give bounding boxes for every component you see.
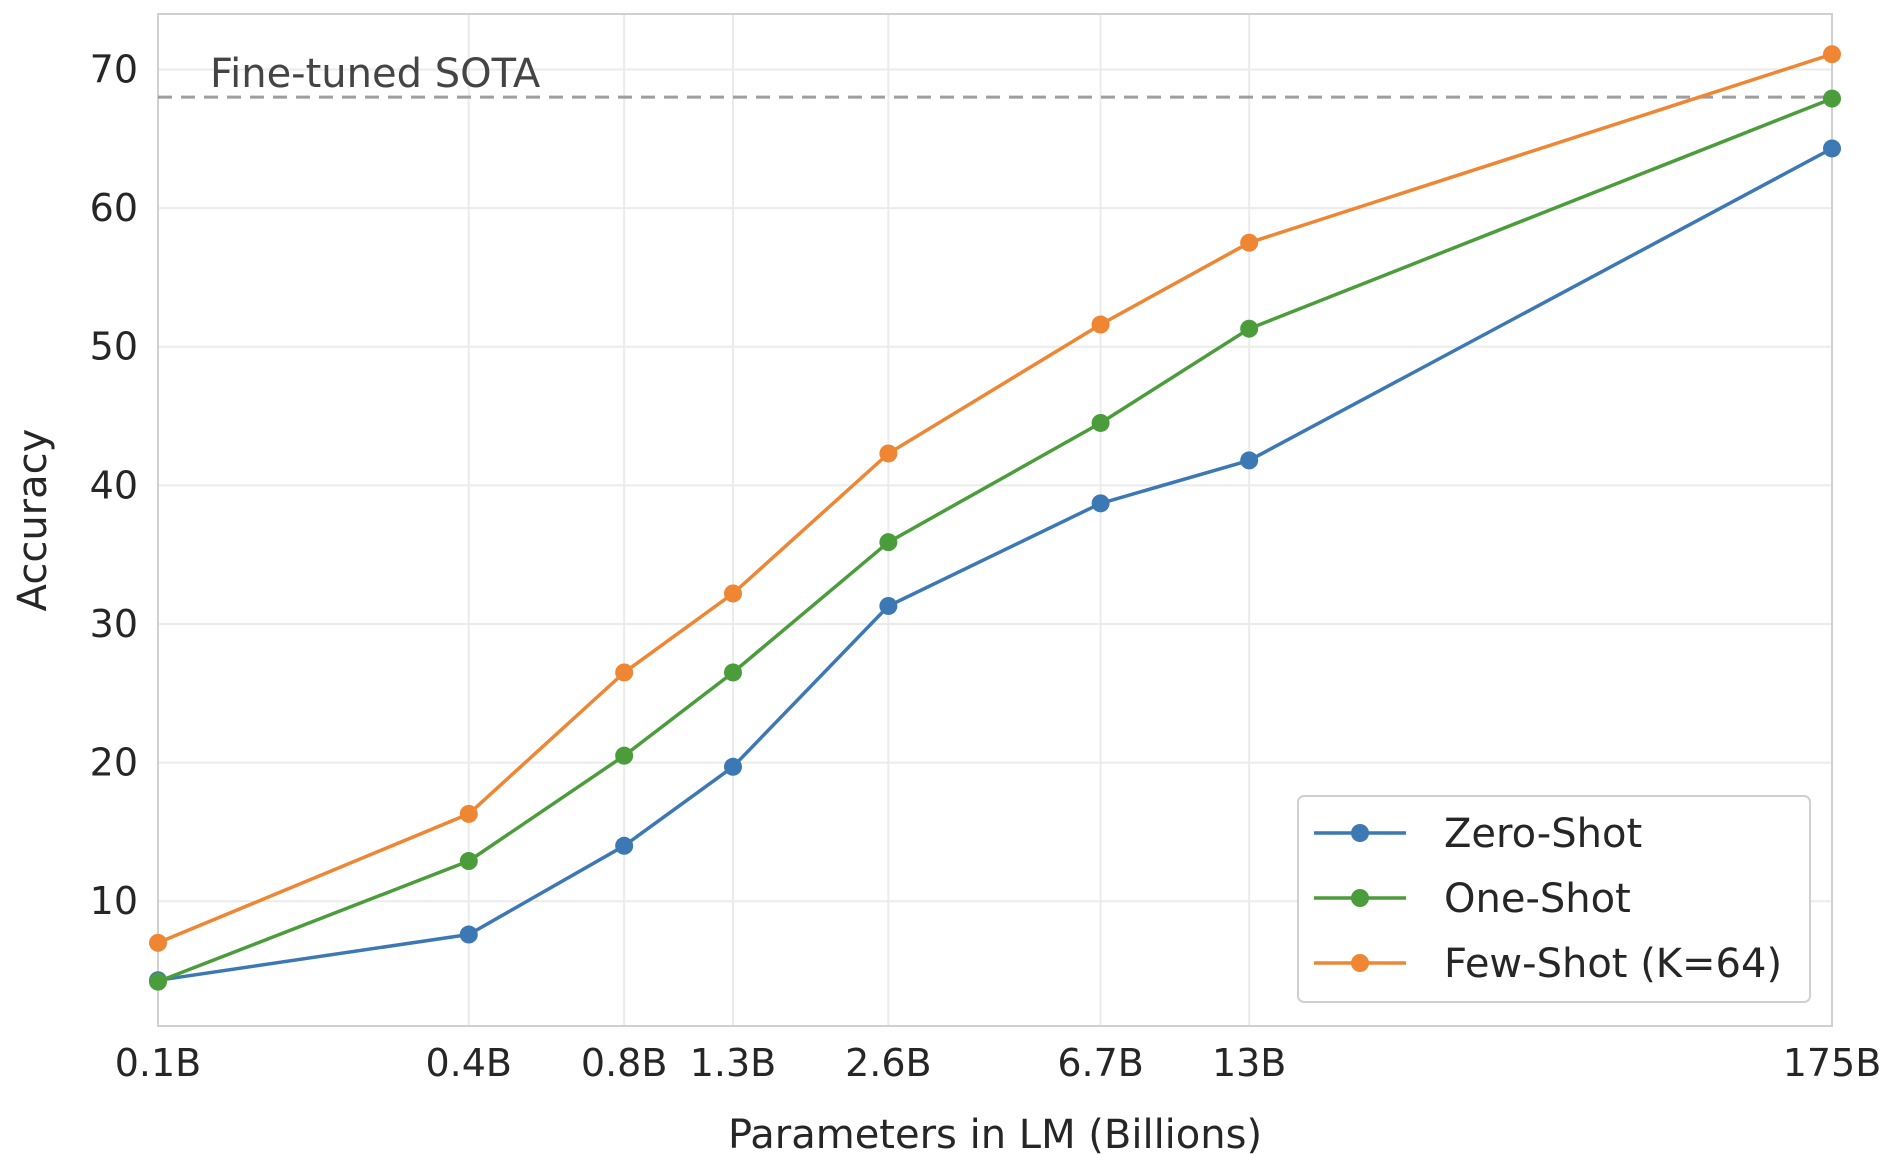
data-point: [723, 584, 742, 603]
y-tick-label: 50: [90, 325, 138, 369]
x-tick-label: 1.3B: [690, 1041, 777, 1085]
x-tick-label: 2.6B: [845, 1041, 932, 1085]
plot-frame: [157, 13, 1833, 1027]
reference-line-group: Fine-tuned SOTA: [158, 51, 1832, 99]
legend-label: Few-Shot (K=64): [1444, 941, 1782, 987]
x-axis-title: Parameters in LM (Billions): [728, 1112, 1262, 1155]
data-point: [1823, 139, 1841, 158]
data-point: [1240, 233, 1259, 252]
y-tick-label: 30: [90, 602, 138, 646]
y-tick-label: 70: [90, 47, 138, 91]
legend-box: [1297, 795, 1811, 1003]
x-tick-label: 6.7B: [1057, 1041, 1144, 1085]
data-point: [149, 972, 167, 991]
data-point: [459, 804, 478, 823]
data-point: [723, 757, 742, 776]
y-axis-title: Accuracy: [10, 429, 56, 612]
data-point: [149, 933, 167, 952]
legend-marker: [1351, 889, 1369, 907]
data-point: [615, 663, 634, 682]
x-tick-label: 0.1B: [115, 1041, 202, 1085]
series-few-shot-k-64: [149, 45, 1841, 952]
legend-marker: [1351, 824, 1369, 842]
series-line: [157, 52, 1833, 945]
series-line: [157, 146, 1833, 983]
data-point: [615, 836, 634, 855]
data-point: [879, 444, 898, 463]
series-group: [149, 45, 1841, 991]
legend-label: Zero-Shot: [1444, 811, 1642, 857]
y-tick-label: 10: [90, 879, 138, 923]
series-line: [157, 96, 1833, 984]
legend: Zero-Shot One-Shot Few-Shot (K=64): [1297, 795, 1811, 1003]
data-point: [459, 925, 478, 944]
x-tick-label: 13B: [1212, 1041, 1286, 1085]
data-point: [879, 596, 898, 615]
legend-item: Zero-Shot: [1314, 811, 1642, 857]
legend-item: One-Shot: [1314, 876, 1631, 922]
data-point: [1240, 319, 1259, 338]
legend-label: One-Shot: [1444, 876, 1631, 922]
x-tick-label: 0.8B: [581, 1041, 668, 1085]
series-one-shot: [149, 89, 1841, 991]
data-point: [615, 746, 634, 765]
data-point: [1091, 494, 1110, 513]
data-point: [723, 663, 742, 682]
y-tick-label: 40: [90, 463, 138, 507]
legend-item: Few-Shot (K=64): [1314, 941, 1782, 987]
legend-marker: [1351, 954, 1369, 972]
x-tick-label: 175B: [1783, 1041, 1882, 1085]
y-tick-label: 60: [90, 186, 138, 230]
x-axis-ticks: 0.1B 0.4B 0.8B 1.3B 2.6B 6.7B 13B 175B: [115, 1041, 1882, 1085]
x-tick-label: 0.4B: [426, 1041, 513, 1085]
reference-line-label: Fine-tuned SOTA: [210, 51, 541, 97]
data-point: [1823, 89, 1841, 108]
data-point: [1091, 413, 1110, 432]
data-point: [1091, 315, 1110, 334]
data-point: [459, 852, 478, 871]
data-point: [1823, 45, 1841, 64]
data-point: [1240, 451, 1259, 470]
y-tick-label: 20: [90, 741, 138, 785]
data-point: [879, 533, 898, 552]
y-axis-ticks: 10 20 30 40 50 60 70: [90, 47, 138, 923]
